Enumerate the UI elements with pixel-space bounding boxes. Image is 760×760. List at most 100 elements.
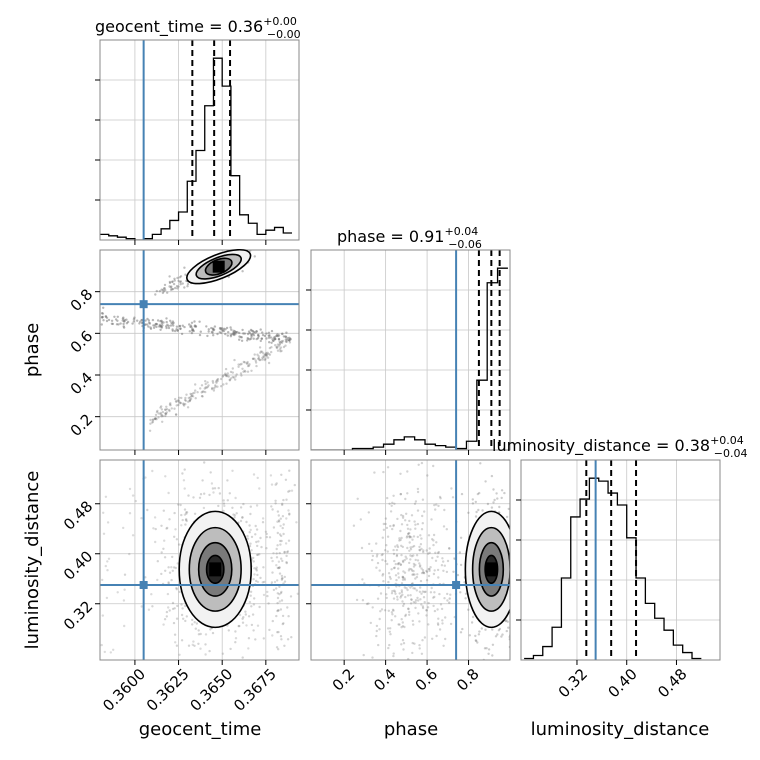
scatter-point	[401, 559, 405, 563]
scatter-point	[194, 325, 198, 328]
scatter-point	[404, 497, 407, 501]
scatter-point	[401, 625, 405, 628]
scatter-point	[174, 397, 177, 401]
scatter-point	[241, 516, 244, 519]
scatter-point	[174, 286, 177, 290]
scatter-point	[104, 564, 108, 568]
scatter-point	[399, 563, 403, 566]
scatter-point	[492, 488, 495, 491]
scatter-point	[180, 639, 184, 642]
scatter-point	[249, 328, 253, 332]
scatter-point	[420, 461, 424, 465]
scatter-point	[242, 616, 245, 619]
scatter-point	[184, 399, 188, 402]
scatter-point	[164, 412, 168, 416]
scatter-point	[225, 373, 228, 377]
scatter-point	[183, 398, 187, 402]
scatter-point	[106, 569, 109, 572]
scatter-point	[234, 637, 238, 640]
scatter-point	[252, 337, 255, 340]
scatter-point	[382, 470, 385, 474]
scatter-point	[175, 404, 178, 407]
scatter-point	[228, 378, 231, 381]
scatter-point	[464, 592, 468, 595]
scatter-point	[116, 315, 120, 318]
scatter-point	[278, 593, 281, 596]
scatter-point	[277, 519, 281, 522]
scatter-point	[165, 320, 168, 324]
scatter-point	[437, 550, 440, 554]
scatter-point	[101, 312, 105, 315]
scatter-point	[421, 605, 425, 608]
scatter-point	[476, 641, 479, 644]
scatter-point	[238, 338, 241, 341]
scatter-point	[282, 532, 285, 536]
scatter-point	[415, 589, 418, 592]
scatter-point	[396, 598, 399, 601]
scatter-point	[177, 503, 180, 506]
scatter-point	[283, 580, 287, 583]
scatter-point	[421, 498, 425, 501]
scatter-point	[400, 536, 403, 540]
scatter-point	[196, 391, 199, 394]
scatter-point	[386, 466, 390, 469]
scatter-point	[485, 647, 488, 650]
y-axis-label-luminosity-distance: luminosity_distance	[22, 471, 43, 650]
scatter-point	[242, 332, 245, 335]
scatter-point	[226, 479, 229, 482]
scatter-point	[185, 615, 188, 618]
scatter-point	[256, 624, 260, 627]
scatter-point	[475, 639, 478, 642]
scatter-point	[276, 596, 280, 600]
scatter-point	[180, 513, 183, 517]
scatter-point	[427, 552, 430, 555]
scatter-point	[176, 287, 179, 290]
scatter-point	[222, 499, 225, 502]
scatter-point	[384, 559, 387, 563]
scatter-point	[165, 317, 168, 320]
scatter-point	[279, 608, 283, 611]
scatter-point	[220, 377, 223, 381]
scatter-point	[407, 657, 410, 660]
scatter-point	[375, 566, 378, 569]
scatter-point	[148, 429, 152, 432]
scatter-point	[484, 480, 487, 483]
scatter-point	[245, 520, 248, 524]
scatter-point	[275, 547, 278, 551]
scatter-point	[401, 514, 405, 518]
scatter-point	[371, 656, 374, 659]
scatter-point	[387, 586, 390, 589]
scatter-point	[101, 578, 104, 582]
scatter-point	[179, 401, 182, 405]
scatter-point	[413, 573, 416, 576]
scatter-point	[253, 357, 256, 360]
scatter-point	[386, 562, 389, 566]
scatter-point	[229, 377, 233, 380]
scatter-point	[183, 266, 186, 269]
scatter-point	[421, 522, 424, 525]
scatter-point	[408, 536, 411, 539]
scatter-point	[416, 573, 419, 576]
scatter-point	[439, 497, 442, 500]
scatter-point	[183, 508, 187, 511]
scatter-point	[512, 539, 514, 541]
scatter-point	[511, 524, 513, 526]
scatter-point	[167, 606, 170, 609]
panel-geocent-time-vs-luminosity-distance	[95, 459, 300, 665]
scatter-point	[151, 420, 155, 423]
scatter-point	[165, 527, 168, 530]
scatter-point	[179, 280, 182, 283]
scatter-point	[437, 623, 440, 626]
scatter-point	[241, 621, 245, 624]
scatter-point	[422, 572, 426, 575]
scatter-point	[254, 359, 257, 362]
scatter-point	[178, 590, 181, 594]
panel-frame	[99, 459, 300, 661]
scatter-point	[250, 623, 254, 627]
scatter-point	[184, 523, 187, 526]
scatter-point	[175, 617, 179, 620]
scatter-point	[400, 513, 403, 517]
scatter-point	[399, 472, 402, 475]
scatter-point	[379, 610, 382, 613]
scatter-point	[174, 413, 178, 416]
